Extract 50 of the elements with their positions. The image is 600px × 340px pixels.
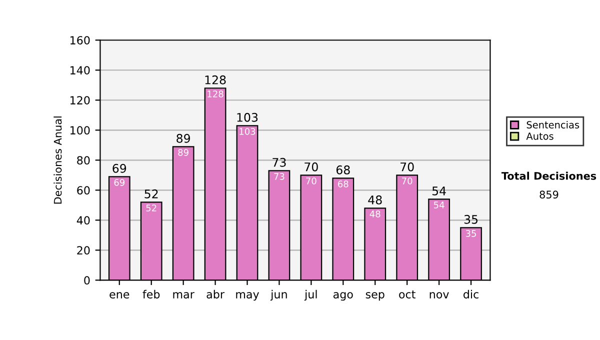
total-label: 103: [237, 112, 258, 122]
x-tick-label: oct: [399, 290, 416, 298]
total-label: 128: [205, 75, 226, 84]
y-tick-label: 60: [77, 186, 90, 195]
y-tick-label: 160: [70, 36, 90, 44]
x-tick-label: jun: [270, 290, 287, 301]
data-label: 103: [240, 128, 256, 135]
y-tick-label: 140: [70, 66, 90, 75]
data-label: 89: [178, 149, 188, 156]
x-tick-label: feb: [142, 290, 160, 298]
total-label: 54: [432, 186, 446, 196]
total-label: 73: [272, 158, 286, 167]
total-label: 89: [176, 134, 190, 143]
y-tick-label: 100: [70, 126, 90, 135]
total-label: 35: [464, 214, 478, 224]
y-tick-label: 40: [76, 216, 90, 225]
data-label: 48: [370, 210, 380, 218]
x-tick-label: abr: [206, 290, 224, 298]
x-tick-label: dic: [464, 290, 478, 298]
x-tick-label: ene: [110, 292, 130, 298]
total-label: 70: [400, 162, 414, 172]
y-axis-title: Decisiones Anual: [54, 116, 62, 204]
legend-label: Autos: [526, 132, 554, 140]
data-label: 52: [146, 204, 156, 212]
legend-label: Sentencias: [526, 120, 580, 128]
data-label: 54: [434, 202, 444, 208]
data-label: 73: [274, 173, 284, 180]
x-tick-label: sep: [366, 292, 384, 301]
data-label: 35: [466, 230, 476, 237]
data-label: 70: [402, 178, 412, 184]
total-label: 52: [144, 189, 158, 198]
x-tick-label: jul: [304, 290, 317, 301]
data-label: 70: [306, 178, 316, 184]
data-label: 128: [208, 90, 224, 98]
data-label: 69: [114, 179, 124, 186]
total-label: 69: [112, 164, 126, 173]
text: 859: [540, 190, 558, 199]
data-label: 68: [338, 180, 348, 188]
x-tick-label: mar: [173, 292, 194, 298]
y-tick-label: 120: [70, 96, 90, 105]
total-label: 48: [368, 195, 382, 204]
total-label: 70: [304, 162, 318, 172]
x-tick-label: ago: [333, 292, 353, 301]
y-tick-label: 0: [84, 276, 90, 285]
x-tick-label: nov: [430, 292, 449, 298]
total-label: 68: [336, 165, 350, 174]
x-tick-label: may: [236, 292, 260, 301]
y-tick-label: 20: [77, 246, 90, 255]
y-tick-label: 80: [77, 156, 90, 165]
text: Total Decisiones: [501, 172, 596, 180]
